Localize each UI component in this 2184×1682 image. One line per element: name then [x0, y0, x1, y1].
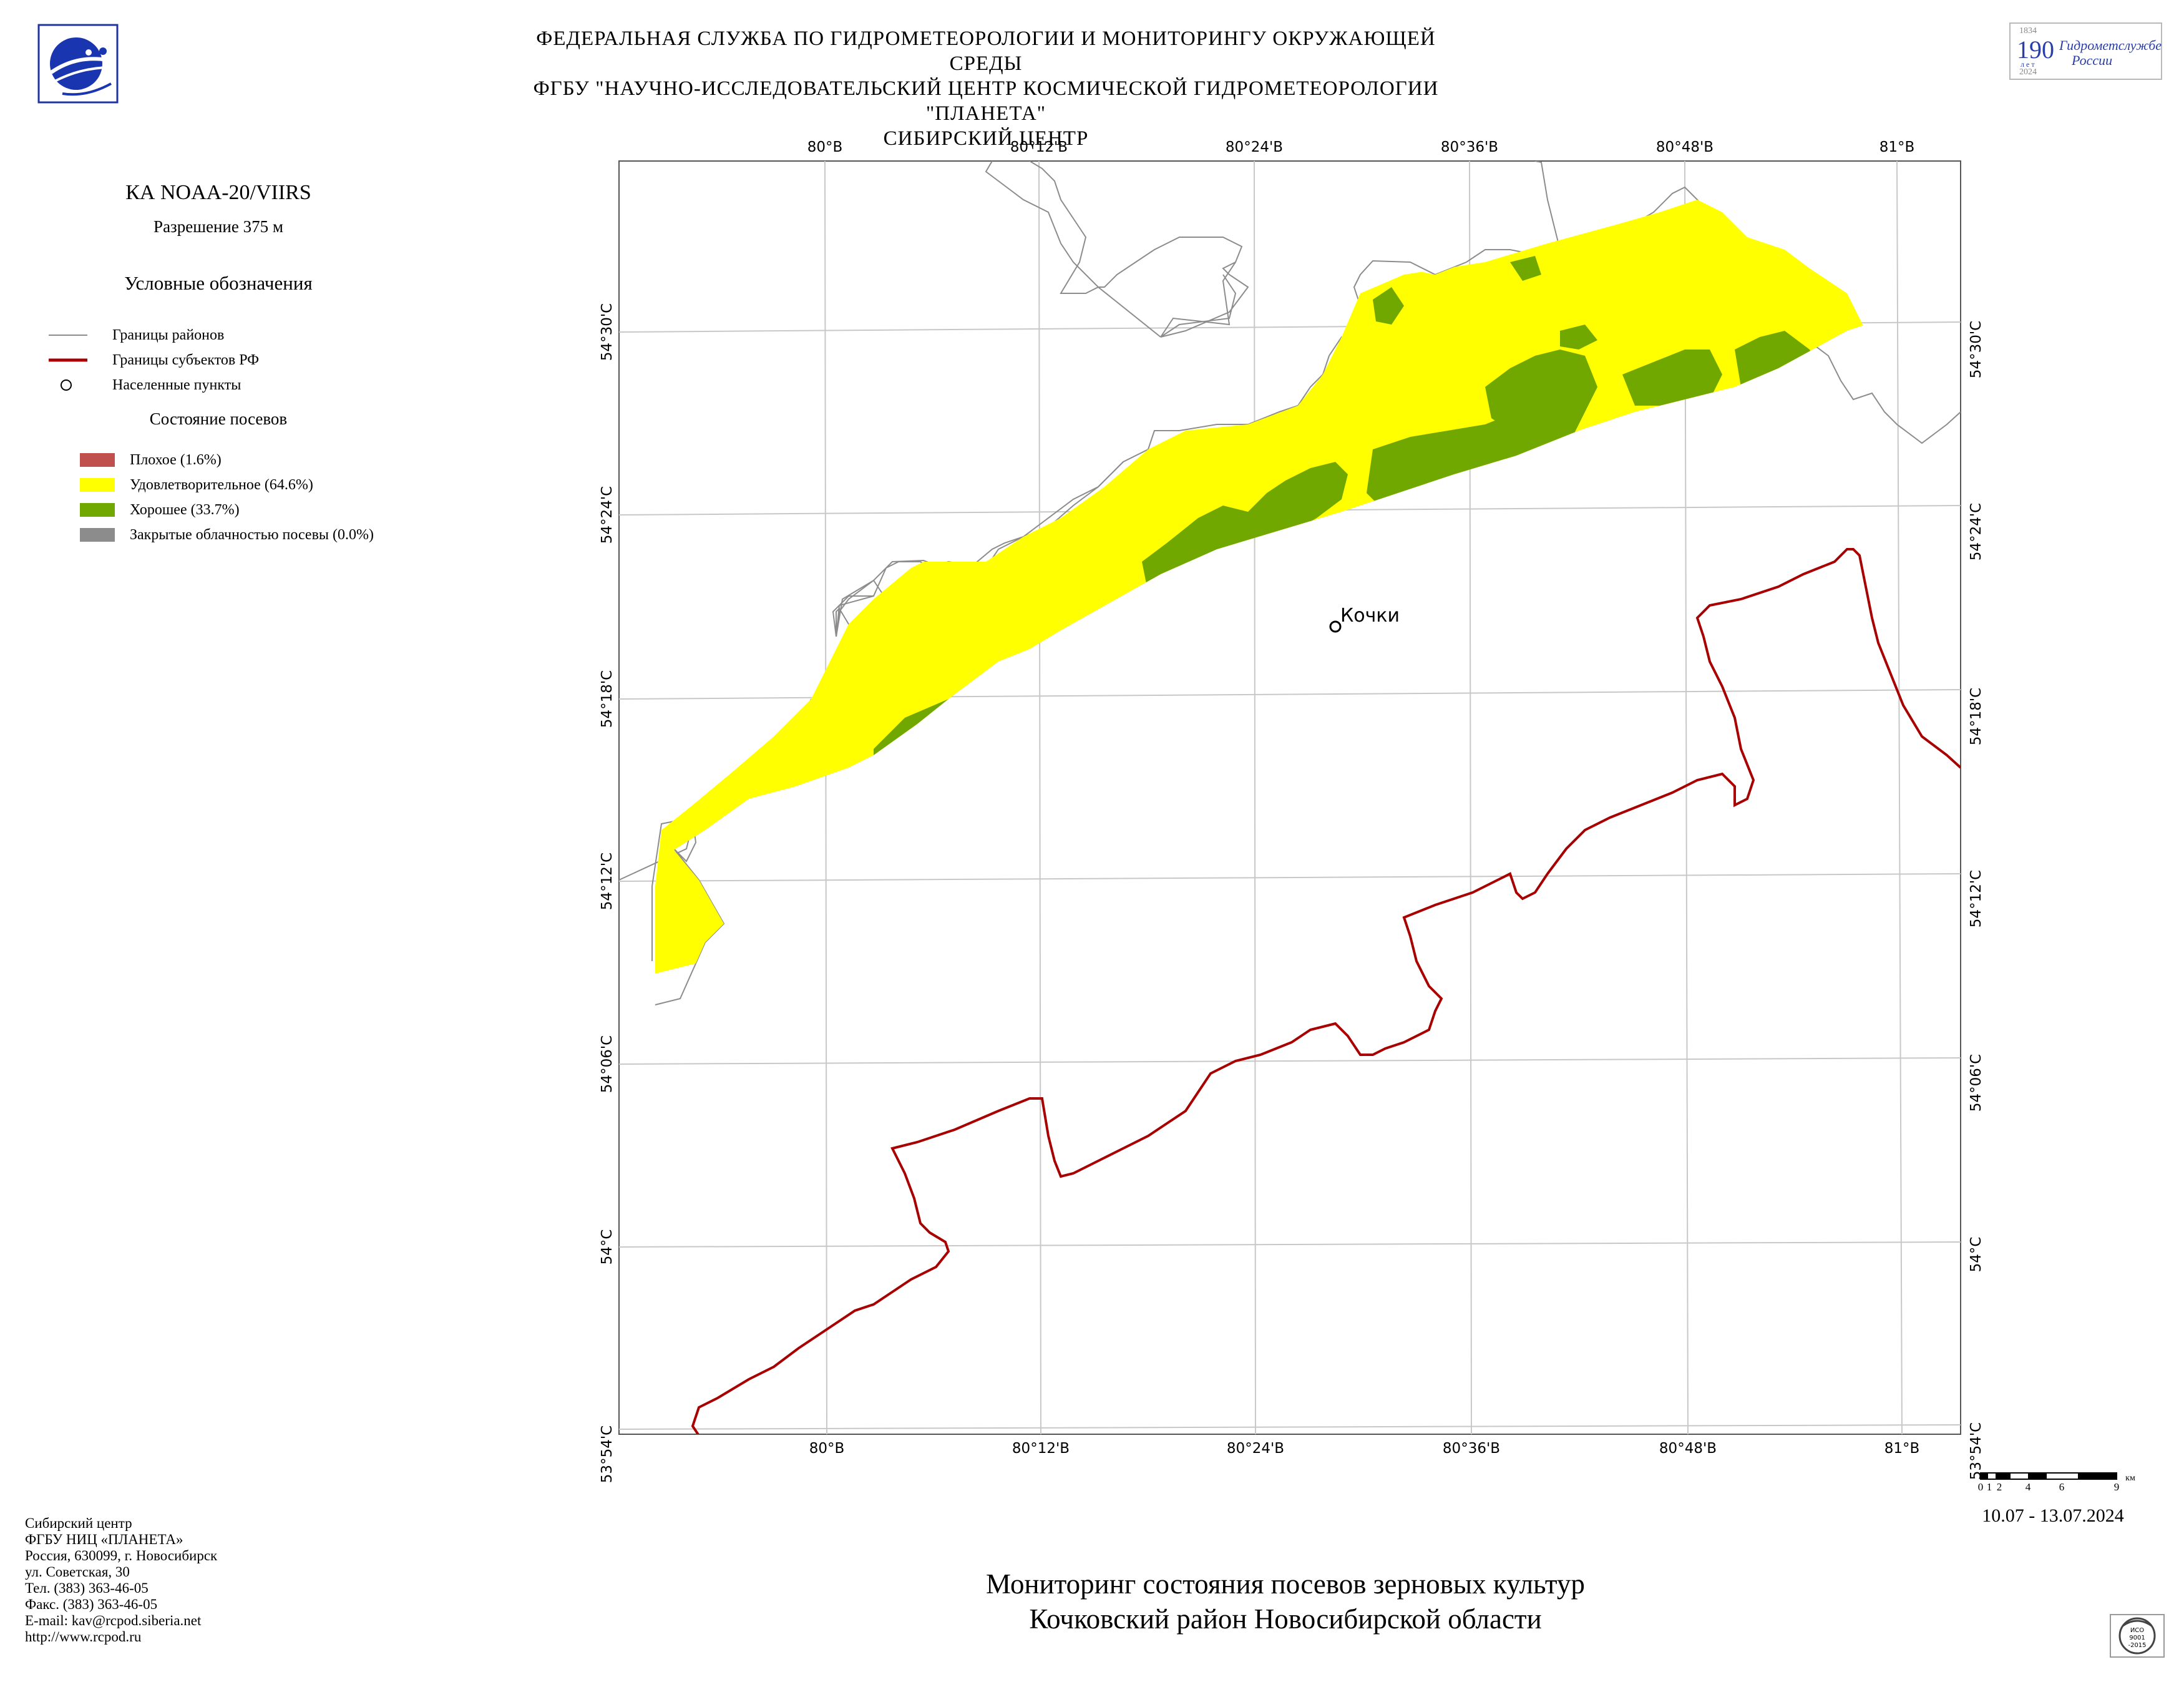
- contact-line: Факс. (383) 363-46-05: [25, 1596, 158, 1612]
- logo-line-2: России: [2072, 52, 2113, 68]
- settlement-circle-icon: [61, 379, 72, 391]
- lat-label: 53°54'С: [1968, 1422, 1984, 1480]
- lon-label: 80°12'В: [1010, 139, 1068, 155]
- scale-tick: 0: [1978, 1481, 1983, 1493]
- legend-label: Плохое (1.6%): [130, 452, 222, 468]
- contact-line: ФГБУ НИЦ «ПЛАНЕТА»: [25, 1532, 183, 1547]
- header-line-2: ФГБУ "НАУЧНО-ИССЛЕДОВАТЕЛЬСКИЙ ЦЕНТР КОС…: [533, 77, 1439, 125]
- legend-title: Условные обозначения: [124, 272, 313, 294]
- cloud-swatch: [80, 528, 115, 542]
- crop-condition-title: Состояние посевов: [149, 409, 288, 428]
- contact-line[interactable]: http://www.rcpod.ru: [25, 1629, 142, 1645]
- good-swatch: [80, 503, 115, 517]
- contact-line: Сибирский центр: [25, 1515, 132, 1531]
- lon-label: 80°24'В: [1227, 1440, 1284, 1457]
- legend-label: Границы районов: [112, 327, 225, 343]
- legend-label: Населенные пункты: [112, 377, 241, 393]
- legend-label: Закрытые облачностью посевы (0.0%): [130, 527, 374, 543]
- district-border-line-icon: [49, 335, 87, 336]
- poor-swatch: [80, 453, 115, 467]
- header-line-3: СИБИРСКИЙ ЦЕНТР: [883, 127, 1089, 150]
- lon-label: 81°В: [1884, 1440, 1920, 1457]
- iso-text: 9001: [2129, 1635, 2145, 1641]
- lon-label: 80°12'В: [1012, 1440, 1070, 1457]
- iso-text: ИСО: [2130, 1627, 2144, 1634]
- legend-label: Хорошее (33.7%): [130, 502, 240, 518]
- settlement-kochki-label: Кочки: [1340, 605, 1400, 627]
- lon-label: 80°36'В: [1441, 139, 1498, 155]
- legend-label: Удовлетворительное (64.6%): [130, 477, 313, 493]
- satisfactory-swatch: [80, 478, 115, 492]
- scale-tick: 9: [2114, 1481, 2120, 1493]
- region-border-line-icon: [49, 358, 87, 362]
- lon-label: 80°24'В: [1226, 139, 1283, 155]
- lon-labels-top: 80°В 80°12'В 80°24'В 80°36'В 80°48'В 81°…: [807, 139, 1915, 155]
- logo-year-start: 1834: [2019, 26, 2037, 36]
- contact-line[interactable]: E-mail: kav@rcpod.siberia.net: [25, 1613, 202, 1628]
- date-range: 10.07 - 13.07.2024: [1982, 1505, 2124, 1526]
- settlement-kochki-marker: [1329, 620, 1342, 633]
- lon-label: 80°В: [809, 1440, 845, 1457]
- scale-tick: 2: [1997, 1481, 2002, 1493]
- lat-label: 54°18'С: [599, 670, 615, 728]
- lat-label: 54°12'С: [599, 853, 615, 910]
- map-title-line-1: Мониторинг состояния посевов зерновых ку…: [986, 1568, 1585, 1600]
- iso-text: -2015: [2128, 1642, 2146, 1649]
- scale-tick: 4: [2026, 1481, 2031, 1493]
- lat-labels-left: 54°30'С 54°24'С 54°18'С 54°12'С 54°06'С …: [599, 303, 615, 1483]
- map-title: Мониторинг состояния посевов зерновых ку…: [861, 1567, 1710, 1636]
- lat-label: 54°30'С: [1968, 321, 1984, 378]
- logo-number: 190: [2017, 36, 2054, 64]
- lat-label: 54°06'С: [1968, 1054, 1984, 1112]
- anniversary-190-logo-icon: 1834 190 л е т 2024 Гидрометслужбе Росси…: [2009, 22, 2162, 80]
- contact-line: Россия, 630099, г. Новосибирск: [25, 1548, 218, 1563]
- lat-label: 54°С: [599, 1230, 615, 1265]
- lon-label: 80°36'В: [1443, 1440, 1500, 1457]
- lat-label: 54°06'С: [599, 1035, 615, 1093]
- lon-label: 80°В: [807, 139, 843, 155]
- lat-label: 54°12'С: [1968, 870, 1984, 927]
- contact-block: Сибирский центр ФГБУ НИЦ «ПЛАНЕТА» Росси…: [25, 1515, 217, 1645]
- satellite-title: КА NOAA-20/VIIRS: [125, 181, 311, 204]
- logo-line-1: Гидрометслужбе: [2059, 37, 2162, 53]
- scale-tick: 6: [2059, 1481, 2065, 1493]
- lon-label: 81°В: [1879, 139, 1915, 155]
- resolution-label: Разрешение 375 м: [154, 217, 283, 236]
- lon-label: 80°48'В: [1656, 139, 1714, 155]
- scale-tick: 1: [1987, 1481, 1992, 1493]
- page-header: ФЕДЕРАЛЬНАЯ СЛУЖБА ПО ГИДРОМЕТЕОРОЛОГИИ …: [499, 26, 1473, 151]
- scale-bar: 0 1 2 4 6 9 км: [1978, 1472, 2135, 1493]
- planeta-logo-icon: [37, 24, 119, 104]
- scale-unit: км: [2125, 1474, 2135, 1483]
- map-title-line-2: Кочковский район Новосибирской области: [1029, 1603, 1542, 1635]
- lat-label: 54°24'С: [1968, 503, 1984, 560]
- lat-label: 54°30'С: [599, 303, 615, 361]
- contact-line: ул. Советская, 30: [25, 1564, 130, 1580]
- lat-label: 54°24'С: [599, 486, 615, 544]
- region-border: [691, 548, 1961, 1434]
- legend-label: Границы субъектов РФ: [112, 352, 260, 368]
- lon-labels-bottom: 80°В 80°12'В 80°24'В 80°36'В 80°48'В 81°…: [809, 1440, 1920, 1457]
- logo-unit: л е т: [2021, 60, 2035, 69]
- header-line-1: ФЕДЕРАЛЬНАЯ СЛУЖБА ПО ГИДРОМЕТЕОРОЛОГИИ …: [536, 27, 1436, 75]
- lat-label: 54°18'С: [1968, 688, 1984, 745]
- logo-year-end: 2024: [2019, 67, 2037, 77]
- iso-certificate-icon: ИСО 9001 -2015: [2110, 1614, 2165, 1658]
- contact-line: Тел. (383) 363-46-05: [25, 1580, 149, 1596]
- lat-label: 54°С: [1968, 1237, 1984, 1273]
- lat-labels-right: 54°30'С 54°24'С 54°18'С 54°12'С 54°06'С …: [1968, 321, 1984, 1480]
- lat-label: 53°54'С: [599, 1425, 615, 1483]
- lon-label: 80°48'В: [1659, 1440, 1717, 1457]
